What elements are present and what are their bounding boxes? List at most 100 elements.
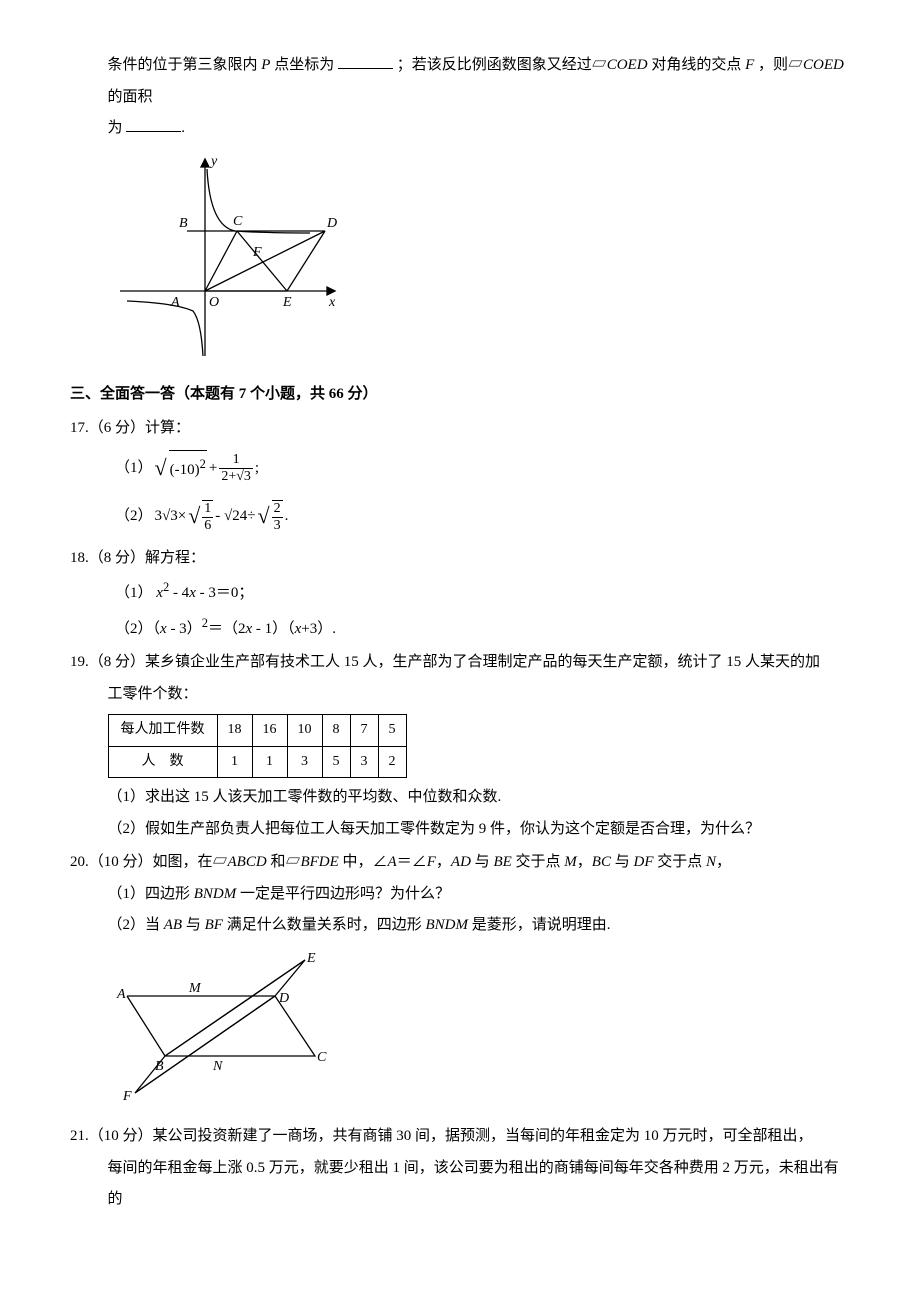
- q19-r2-v0: 1: [217, 746, 252, 777]
- q17-p2-a: 3√3×: [155, 500, 187, 533]
- q16-text-b: 点坐标为: [274, 57, 334, 73]
- q18-p2: （2）（x - 3）2＝（2x - 1）（x+3）.: [70, 610, 850, 646]
- q16-coed-1: COED: [607, 57, 648, 73]
- figure-1-svg: y x A B C D E F O: [115, 151, 345, 361]
- q18-p2-f: - 1）（: [252, 621, 295, 637]
- q19-r1-v3: 8: [322, 715, 350, 746]
- q19-p1: （1）求出这 15 人该天加工零件数的平均数、中位数和众数.: [70, 782, 850, 814]
- q18-p2-a: （2）（: [115, 621, 160, 637]
- fig1-D: D: [326, 216, 337, 231]
- q19-r2-v5: 2: [378, 746, 406, 777]
- q18-p2-x1: x: [160, 621, 167, 637]
- q19-header-b: 工零件个数：: [70, 679, 850, 711]
- q16-coed-2: COED: [803, 57, 844, 73]
- q20-bfde: BFDE: [300, 854, 338, 870]
- q19-r1-v2: 10: [287, 715, 322, 746]
- q17-p1-frac: 1 2+√3: [219, 452, 253, 484]
- q20-hg: ，: [577, 854, 592, 870]
- q17-p1-den: 2+√3: [219, 469, 253, 484]
- q17-p2-f1n: 1: [202, 501, 213, 517]
- q20-A: A: [388, 854, 397, 870]
- q19-header-a: 19.（8 分）某乡镇企业生产部有技术工人 15 人，生产部为了合理制定产品的每…: [70, 647, 850, 679]
- q18-p2-h: +3）.: [301, 621, 336, 637]
- q18-p1: （1） x2 - 4x - 3＝0；: [70, 574, 850, 610]
- q17-p2-mid: - √24÷: [215, 500, 255, 533]
- fig1-C: C: [233, 214, 243, 229]
- q20-p2c: 满足什么数量关系时，四边形: [223, 917, 426, 933]
- q20-p2a: （2）当: [108, 917, 164, 933]
- fig1-F: F: [252, 245, 262, 260]
- q20-p2: （2）当 AB 与 BF 满足什么数量关系时，四边形 BNDM 是菱形，请说明理…: [70, 910, 850, 942]
- q17-p2-f1d: 6: [202, 518, 213, 533]
- fig2-E: E: [306, 951, 316, 966]
- fig1-A: A: [170, 295, 180, 310]
- q16-text-f: 的面积: [108, 89, 153, 105]
- q17-p1-plus: +: [209, 452, 217, 485]
- q20-he: 与: [471, 854, 494, 870]
- q17-p2-label: （2）: [115, 500, 153, 533]
- q20-bndm1: BNDM: [194, 886, 237, 902]
- q19-r1-v4: 7: [350, 715, 378, 746]
- q19-r1-v1: 16: [252, 715, 287, 746]
- q19-r1-v5: 5: [378, 715, 406, 746]
- q20-N: N: [706, 854, 716, 870]
- q20-hd: ，: [436, 854, 451, 870]
- q20-hh: 与: [611, 854, 634, 870]
- axis-y-label: y: [209, 154, 218, 169]
- q19-r2-v3: 5: [322, 746, 350, 777]
- q20-BF: BF: [205, 917, 223, 933]
- fig2-M: M: [188, 981, 202, 996]
- q21-header-b: 每间的年租金每上涨 0.5 万元，就要少租出 1 间，该公司要为租出的商铺每间每…: [70, 1153, 850, 1216]
- sqrt-icon: √: [155, 444, 167, 492]
- q20-header: 20.（10 分）如图，在▱ABCD 和▱BFDE 中，∠A＝∠F，AD 与 B…: [70, 847, 850, 879]
- fig2-F: F: [122, 1089, 132, 1103]
- q19-r2-v2: 3: [287, 746, 322, 777]
- q19-r1-label: 每人加工件数: [108, 715, 217, 746]
- q20-hc: 中，∠: [339, 854, 388, 870]
- q20-p1b: 一定是平行四边形吗？为什么？: [236, 886, 450, 902]
- q20-p2d: 是菱形，请说明理由.: [468, 917, 611, 933]
- fig1-B: B: [179, 216, 188, 231]
- q20-DF: DF: [633, 854, 653, 870]
- q17-part1: （1） √ (-10)2 + 1 2+√3 ;: [70, 444, 850, 492]
- figure-2-svg: A B C D E F M N: [115, 948, 335, 1103]
- q17-header: 17.（6 分）计算：: [70, 413, 850, 445]
- fig2-A: A: [116, 987, 126, 1002]
- q20-p1a: （1）四边形: [108, 886, 194, 902]
- q17-p2-end: .: [285, 500, 289, 533]
- axis-x-label: x: [328, 295, 336, 310]
- sqrt-icon-2: √: [188, 492, 200, 540]
- q16-line2: 为 .: [70, 113, 850, 145]
- q17-p1-num: 1: [219, 452, 253, 468]
- q19-r2-v4: 3: [350, 746, 378, 777]
- q18-p1-e: - 3＝0；: [196, 585, 254, 601]
- q20-eq: ＝∠: [397, 854, 427, 870]
- q17-p1-exp: 2: [200, 457, 206, 471]
- fig2-D: D: [278, 991, 289, 1006]
- q16-text-e: ，则▱: [758, 57, 803, 73]
- q20-hj: ，: [716, 854, 731, 870]
- figure-2: A B C D E F M N: [115, 948, 850, 1116]
- blank-1: [338, 53, 393, 69]
- q18-p1-c: - 4: [169, 585, 189, 601]
- q20-BE: BE: [493, 854, 511, 870]
- fig1-O: O: [209, 295, 219, 310]
- q16-P: P: [261, 57, 270, 73]
- q19-table: 每人加工件数 18 16 10 8 7 5 人 数 1 1 3 5 3 2: [108, 714, 407, 778]
- table-row: 每人加工件数 18 16 10 8 7 5: [108, 715, 406, 746]
- fig2-C: C: [317, 1050, 327, 1065]
- q18-p1-x1: x: [156, 585, 163, 601]
- q19-r2-label: 人 数: [108, 746, 217, 777]
- q21-header-a: 21.（10 分）某公司投资新建了一商场，共有商铺 30 间，据预测，当每间的年…: [70, 1121, 850, 1153]
- q20-AB: AB: [164, 917, 182, 933]
- q17-p2-f2n: 2: [272, 501, 283, 517]
- section-3-title: 三、全面答一答（本题有 7 个小题，共 66 分）: [70, 379, 850, 411]
- q18-header: 18.（8 分）解方程：: [70, 543, 850, 575]
- table-row: 人 数 1 1 3 5 3 2: [108, 746, 406, 777]
- q18-p2-d: ＝（2: [208, 621, 246, 637]
- q16-text-d: 对角线的交点: [651, 57, 741, 73]
- page-content: 条件的位于第三象限内 P 点坐标为 ；若该反比例函数图象又经过▱COED 对角线…: [70, 50, 850, 1216]
- q16-F: F: [745, 57, 754, 73]
- q20-M: M: [564, 854, 577, 870]
- q20-bndm2: BNDM: [425, 917, 468, 933]
